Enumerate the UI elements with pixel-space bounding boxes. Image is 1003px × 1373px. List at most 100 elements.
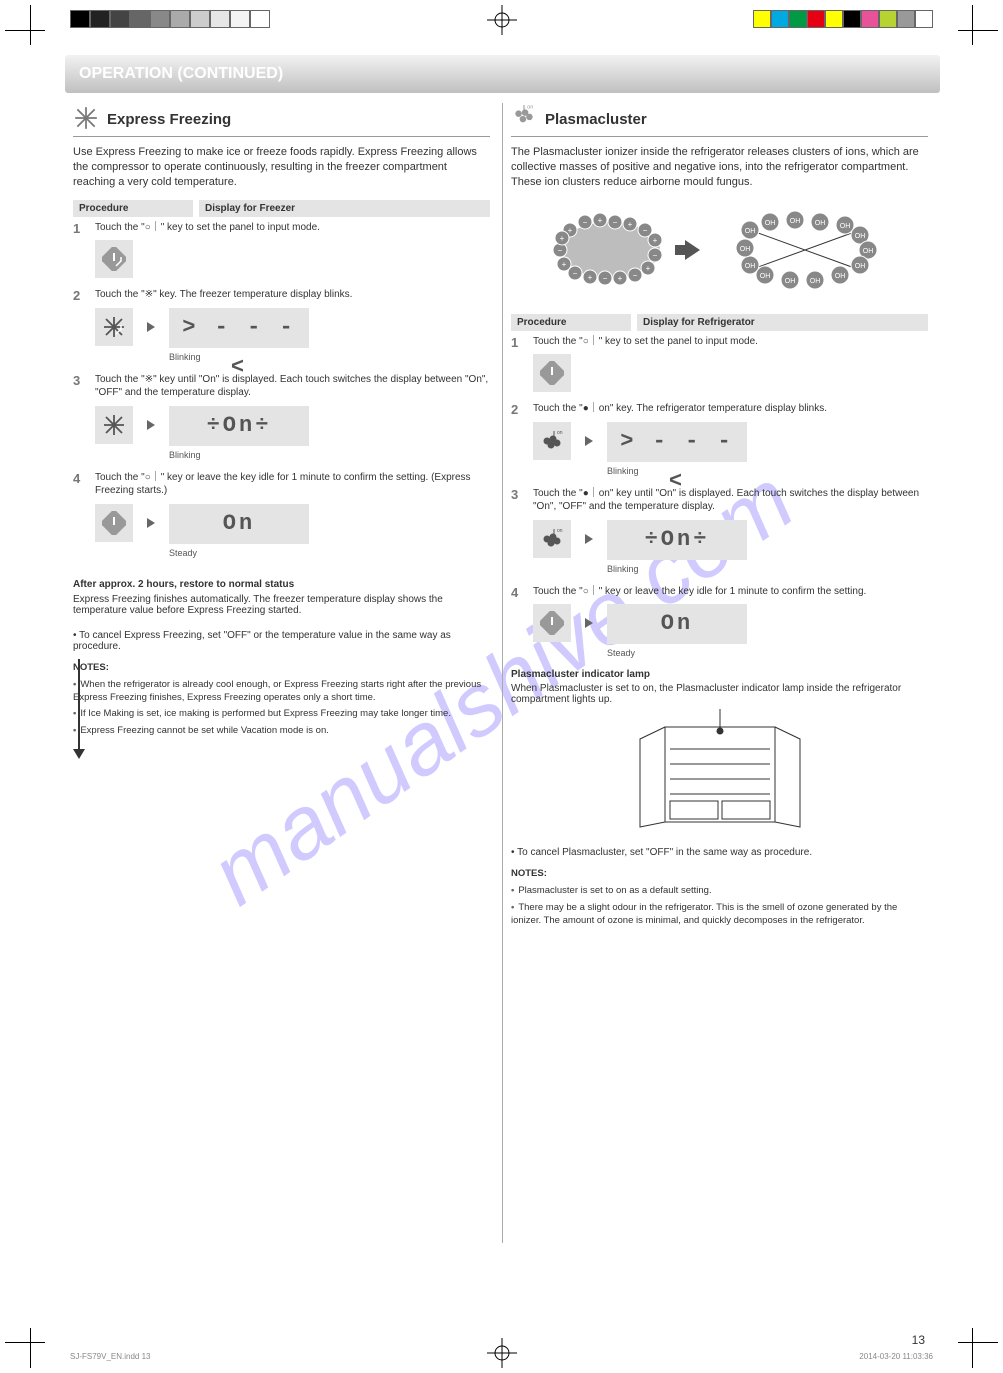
lcd-display: ÷On÷ — [169, 406, 309, 446]
page-title-bar: OPERATION (CONTINUED) — [65, 55, 940, 93]
svg-text:−: − — [652, 251, 657, 260]
svg-text:+: + — [627, 220, 632, 229]
svg-text:OH: OH — [764, 220, 775, 227]
registration-mark-bottom — [487, 1338, 517, 1368]
crop-mark-br — [958, 1328, 998, 1368]
col-procedure-label: Procedure — [73, 200, 193, 217]
snowflake-icon — [95, 406, 133, 444]
step-instruction: Touch the "※" key until "On" is displaye… — [95, 373, 490, 400]
lcd-note: Steady — [607, 647, 747, 659]
svg-text:−: − — [602, 274, 607, 283]
step-number: 2 — [511, 402, 525, 477]
lcd-display: > - - - < — [169, 308, 309, 348]
svg-text:OH: OH — [862, 248, 873, 255]
cancel-note: • To cancel Plasmacluster, set "OFF" in … — [511, 847, 928, 858]
right-step-1: 1 Touch the "○｜" key to set the panel to… — [511, 335, 928, 393]
note-item: There may be a slight odour in the refri… — [511, 902, 897, 926]
lcd-note: Blinking — [607, 465, 747, 477]
svg-text:OH: OH — [739, 246, 750, 253]
left-table-header: Procedure Display for Freezer — [73, 200, 490, 217]
power-icon — [95, 504, 133, 542]
svg-text:OH: OH — [834, 273, 845, 280]
svg-text:OH: OH — [744, 263, 755, 270]
svg-text:on: on — [557, 430, 563, 436]
lcd-note: Steady — [169, 547, 309, 559]
svg-text:on: on — [557, 528, 563, 534]
lcd-display: ÷On÷ — [607, 520, 747, 560]
flow-arrow-down — [73, 659, 85, 759]
left-step-2: 2 Touch the "※" key. The freezer tempera… — [73, 288, 490, 363]
svg-text:OH: OH — [759, 273, 770, 280]
left-step-4: 4 Touch the "○｜" key or leave the key id… — [73, 471, 490, 559]
col-procedure-label: Procedure — [511, 314, 631, 331]
power-icon — [533, 354, 571, 392]
crop-mark-tr — [958, 5, 998, 45]
step-number: 2 — [73, 288, 87, 363]
note-item: If Ice Making is set, ice making is perf… — [80, 708, 451, 719]
step-instruction: Touch the "○｜" key or leave the key idle… — [533, 585, 928, 599]
footer-filename: SJ-FS79V_EN.indd 13 — [70, 1352, 151, 1361]
svg-text:+: + — [652, 236, 657, 245]
snowflake-icon — [73, 105, 99, 134]
note-item: Plasmacluster is set to on as a default … — [518, 885, 711, 896]
step-number: 1 — [511, 335, 525, 393]
svg-text:+: + — [597, 216, 602, 225]
col-display-label: Display for Refrigerator — [637, 314, 928, 331]
lamp-label-title: Plasmacluster indicator lamp — [511, 669, 928, 680]
pci-icon: on — [533, 422, 571, 460]
lcd-note: Blinking — [169, 449, 309, 461]
svg-text:on: on — [527, 105, 533, 110]
svg-text:OH: OH — [854, 263, 865, 270]
power-icon — [95, 240, 133, 278]
svg-text:+: + — [559, 234, 564, 243]
triangle-icon — [147, 518, 155, 528]
right-step-4: 4 Touch the "○｜" key or leave the key id… — [511, 585, 928, 660]
lamp-text: When Plasmacluster is set to on, the Pla… — [511, 683, 928, 705]
lcd-display: On — [169, 504, 309, 544]
right-intro: The Plasmacluster ionizer inside the ref… — [511, 145, 928, 190]
lcd-display: On — [607, 604, 747, 644]
svg-text:+: + — [645, 264, 650, 273]
col-display-label: Display for Freezer — [199, 200, 490, 217]
step-instruction: Touch the "※" key. The freezer temperatu… — [95, 288, 490, 302]
page-number: 13 — [912, 1333, 925, 1347]
step-number: 1 — [73, 221, 87, 279]
page-content: OPERATION (CONTINUED) Express Freezing U… — [65, 55, 940, 1305]
step-number: 4 — [73, 471, 87, 559]
triangle-icon — [585, 436, 593, 446]
step-instruction: Touch the "●｜on" key until "On" is displ… — [533, 487, 928, 514]
svg-text:OH: OH — [814, 220, 825, 227]
svg-text:+: + — [561, 260, 566, 269]
svg-text:+: + — [617, 274, 622, 283]
right-table-header: Procedure Display for Refrigerator — [511, 314, 928, 331]
cancel-note: • To cancel Express Freezing, set "OFF" … — [73, 630, 490, 652]
svg-text:−: − — [612, 218, 617, 227]
svg-text:OH: OH — [839, 223, 850, 230]
left-section-title: Express Freezing — [107, 111, 231, 128]
lcd-note: Blinking — [169, 351, 309, 363]
svg-text:−: − — [642, 226, 647, 235]
pci-icon: on — [533, 520, 571, 558]
pci-icon: on — [511, 105, 537, 134]
step-number: 4 — [511, 585, 525, 660]
right-section-title: Plasmacluster — [545, 111, 647, 128]
ion-cluster-illustration: +−+−+−+−+−+−+−+−+ OHOHOHOHOHOHOHOHOHOHOH… — [540, 200, 900, 300]
step-instruction: Touch the "●｜on" key. The refrigerator t… — [533, 402, 928, 416]
svg-text:OH: OH — [789, 218, 800, 225]
right-step-3: 3 Touch the "●｜on" key until "On" is dis… — [511, 487, 928, 575]
after-block: After approx. 2 hours, restore to normal… — [73, 579, 490, 616]
step-number: 3 — [73, 373, 87, 461]
footer-timestamp: 2014-03-20 11:03:36 — [859, 1352, 933, 1361]
crop-mark-bl — [5, 1328, 45, 1368]
snowflake-icon — [95, 308, 133, 346]
left-step-1: 1 Touch the "○｜" key to set the panel to… — [73, 221, 490, 279]
notes-title: NOTES: — [73, 662, 490, 675]
step-instruction: Touch the "○｜" key to set the panel to i… — [533, 335, 928, 349]
step-instruction: Touch the "○｜" key or leave the key idle… — [95, 471, 490, 498]
power-icon — [533, 604, 571, 642]
triangle-icon — [585, 618, 593, 628]
left-intro: Use Express Freezing to make ice or free… — [73, 145, 490, 190]
right-step-2: 2 Touch the "●｜on" key. The refrigerator… — [511, 402, 928, 477]
svg-text:−: − — [582, 218, 587, 227]
right-column: on Plasmacluster The Plasmacluster ioniz… — [503, 103, 940, 1243]
